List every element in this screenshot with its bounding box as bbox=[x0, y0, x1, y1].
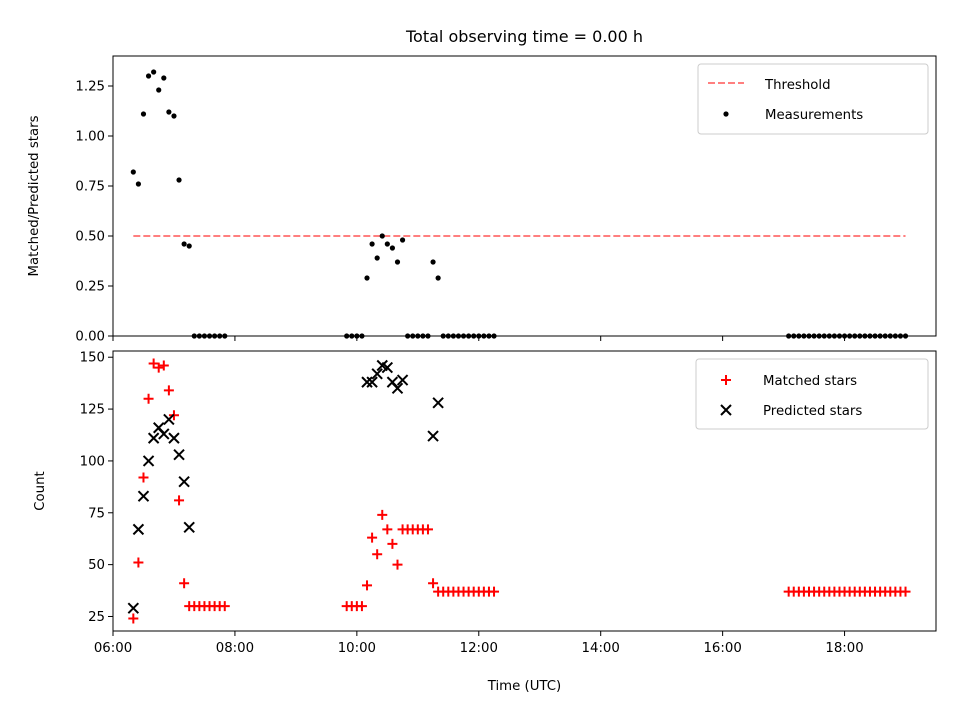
y-tick-label: 1.25 bbox=[75, 80, 105, 95]
x-tick-label: 10:00 bbox=[338, 641, 376, 656]
measurement-point bbox=[380, 233, 385, 238]
legend-threshold-label: Threshold bbox=[764, 78, 831, 93]
y-tick-label: 0.50 bbox=[75, 230, 105, 245]
measurement-point bbox=[171, 113, 176, 118]
bottom-y-axis-label: Count bbox=[33, 471, 48, 511]
y-tick-label: 150 bbox=[80, 351, 105, 366]
measurement-point bbox=[400, 237, 405, 242]
top-y-axis-label: Matched/Predicted stars bbox=[27, 115, 42, 276]
measurement-point bbox=[364, 275, 369, 280]
measurement-point bbox=[182, 241, 187, 246]
measurement-point bbox=[151, 69, 156, 74]
y-tick-label: 0.00 bbox=[75, 330, 105, 345]
legend-predicted-label: Predicted stars bbox=[763, 404, 862, 419]
x-axis-label: Time (UTC) bbox=[487, 679, 562, 694]
y-tick-label: 1.00 bbox=[75, 130, 105, 145]
measurement-point bbox=[369, 241, 374, 246]
x-tick-label: 18:00 bbox=[825, 641, 863, 656]
y-tick-label: 0.25 bbox=[75, 280, 105, 295]
x-tick-label: 06:00 bbox=[94, 641, 132, 656]
y-tick-label: 0.75 bbox=[75, 180, 105, 195]
chart-title: Total observing time = 0.00 h bbox=[405, 27, 643, 46]
y-tick-label: 25 bbox=[88, 610, 105, 625]
measurement-point bbox=[141, 111, 146, 116]
measurement-point bbox=[176, 177, 181, 182]
x-tick-label: 08:00 bbox=[216, 641, 254, 656]
measurement-point bbox=[136, 181, 141, 186]
legend-measurements-label: Measurements bbox=[765, 108, 863, 123]
legend-frame bbox=[698, 64, 928, 134]
measurement-point bbox=[436, 275, 441, 280]
x-tick-label: 16:00 bbox=[703, 641, 741, 656]
measurement-point bbox=[156, 87, 161, 92]
x-tick-label: 14:00 bbox=[582, 641, 620, 656]
y-tick-label: 125 bbox=[80, 403, 105, 418]
measurement-point bbox=[146, 73, 151, 78]
bottom-legend: Matched stars Predicted stars bbox=[696, 359, 928, 429]
top-legend: Threshold Measurements bbox=[698, 64, 928, 134]
measurement-point bbox=[187, 243, 192, 248]
measurement-point bbox=[375, 255, 380, 260]
y-tick-label: 50 bbox=[88, 558, 105, 573]
measurement-point bbox=[390, 245, 395, 250]
x-tick-label: 12:00 bbox=[460, 641, 498, 656]
measurement-point bbox=[430, 259, 435, 264]
measurement-point bbox=[166, 109, 171, 114]
legend-measurements-swatch bbox=[723, 111, 728, 116]
y-tick-label: 100 bbox=[80, 454, 105, 469]
measurement-point bbox=[161, 75, 166, 80]
figure: Total observing time = 0.00 h 0.00 0.25 0.… bbox=[0, 0, 960, 720]
measurement-point bbox=[395, 259, 400, 264]
measurement-point bbox=[131, 169, 136, 174]
measurement-point bbox=[385, 241, 390, 246]
legend-matched-label: Matched stars bbox=[763, 374, 857, 389]
y-tick-label: 75 bbox=[88, 506, 105, 521]
